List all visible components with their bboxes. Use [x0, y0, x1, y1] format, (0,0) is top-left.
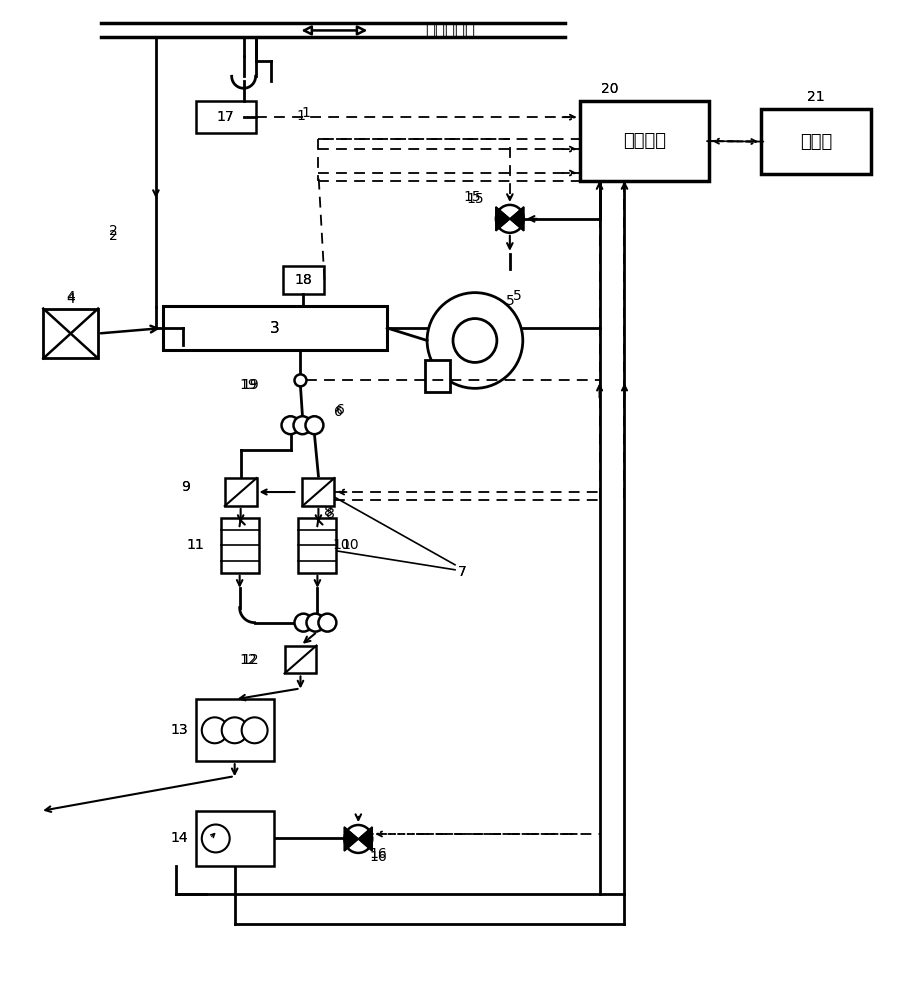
Text: 12: 12	[240, 653, 257, 667]
Text: 15: 15	[463, 190, 481, 204]
Bar	[761, 109, 871, 174]
Text: 14: 14	[170, 831, 188, 845]
Text: 4: 4	[67, 290, 75, 304]
Text: 19: 19	[242, 378, 259, 392]
Text: 16: 16	[370, 847, 387, 861]
Circle shape	[222, 717, 247, 743]
Text: 10: 10	[341, 538, 359, 552]
Text: 6: 6	[334, 405, 342, 419]
Bar	[221, 518, 258, 573]
Text: 5: 5	[512, 289, 521, 303]
Circle shape	[202, 717, 227, 743]
Text: 12: 12	[242, 653, 259, 667]
Text: 7: 7	[457, 565, 467, 579]
Text: 13: 13	[170, 723, 188, 737]
Text: 8: 8	[326, 507, 335, 521]
Text: 11: 11	[187, 538, 205, 552]
Text: 14: 14	[170, 831, 188, 845]
Bar	[225, 478, 257, 506]
Text: 18: 18	[295, 273, 312, 287]
Text: 21: 21	[807, 90, 824, 104]
Text: 9: 9	[182, 480, 190, 494]
Polygon shape	[509, 207, 524, 231]
Bar	[299, 518, 336, 573]
Circle shape	[202, 825, 230, 852]
Text: 8: 8	[324, 505, 333, 519]
Text: 21: 21	[807, 90, 824, 104]
Circle shape	[427, 293, 523, 388]
Text: 11: 11	[187, 538, 205, 552]
Polygon shape	[496, 207, 509, 231]
Bar	[195, 699, 274, 761]
Circle shape	[344, 825, 373, 853]
Text: 15: 15	[467, 192, 484, 206]
Text: 17: 17	[217, 110, 235, 124]
Text: 1: 1	[296, 109, 305, 123]
Text: 上位机: 上位机	[800, 133, 832, 151]
Text: 3: 3	[270, 321, 280, 336]
Text: 10: 10	[332, 538, 351, 552]
Text: 发动机排气: 发动机排气	[425, 21, 475, 39]
Text: 20: 20	[601, 82, 618, 96]
Circle shape	[281, 416, 299, 434]
Circle shape	[496, 205, 524, 233]
Polygon shape	[344, 827, 358, 851]
Text: 1: 1	[301, 106, 310, 120]
Text: 18: 18	[295, 273, 312, 287]
Circle shape	[319, 614, 336, 632]
Bar	[163, 306, 387, 350]
Circle shape	[293, 416, 311, 434]
Text: 2: 2	[109, 229, 118, 243]
Text: 电控单元: 电控单元	[623, 132, 666, 150]
Text: 17: 17	[217, 110, 235, 124]
Circle shape	[295, 374, 307, 386]
Polygon shape	[509, 207, 524, 231]
Text: 2: 2	[109, 224, 118, 238]
Circle shape	[295, 614, 312, 632]
Polygon shape	[344, 827, 358, 851]
Circle shape	[306, 416, 323, 434]
Text: 5: 5	[506, 294, 514, 308]
Text: 7: 7	[457, 565, 467, 579]
Circle shape	[242, 717, 268, 743]
Text: 3: 3	[270, 321, 280, 336]
Text: 19: 19	[240, 378, 257, 392]
Bar	[425, 360, 450, 392]
Circle shape	[453, 319, 497, 362]
Circle shape	[307, 614, 324, 632]
Bar	[302, 478, 334, 506]
Bar	[580, 101, 709, 181]
Polygon shape	[358, 827, 373, 851]
Text: 20: 20	[601, 82, 618, 96]
Bar	[43, 309, 98, 358]
Text: 9: 9	[182, 480, 190, 494]
Bar	[285, 646, 317, 673]
Bar	[195, 101, 256, 133]
Text: 16: 16	[370, 850, 387, 864]
Polygon shape	[358, 827, 373, 851]
Text: 13: 13	[170, 723, 188, 737]
Text: 4: 4	[67, 292, 75, 306]
Polygon shape	[496, 207, 509, 231]
Bar	[195, 811, 274, 866]
Text: 6: 6	[336, 403, 345, 417]
Bar	[282, 266, 324, 294]
